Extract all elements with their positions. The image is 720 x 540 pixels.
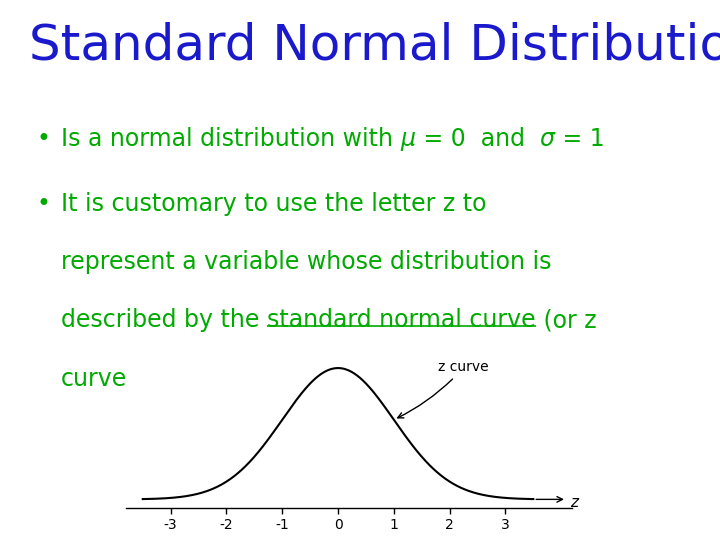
Text: Standard Normal Distribution: Standard Normal Distribution bbox=[29, 22, 720, 70]
Text: (or z: (or z bbox=[536, 308, 596, 332]
Text: It is customary to use the letter z to: It is customary to use the letter z to bbox=[61, 192, 487, 215]
Text: z: z bbox=[570, 495, 577, 510]
Text: curve).: curve). bbox=[61, 367, 144, 390]
Text: μ: μ bbox=[401, 127, 415, 151]
Text: represent a variable whose distribution is: represent a variable whose distribution … bbox=[61, 250, 552, 274]
Text: = 1: = 1 bbox=[554, 127, 604, 151]
Text: Is a normal distribution with: Is a normal distribution with bbox=[61, 127, 401, 151]
Text: described by the: described by the bbox=[61, 308, 267, 332]
Text: •: • bbox=[36, 192, 50, 215]
Text: σ: σ bbox=[540, 127, 554, 151]
Text: z curve: z curve bbox=[397, 360, 489, 418]
Text: •: • bbox=[36, 127, 50, 151]
Text: = 0  and: = 0 and bbox=[415, 127, 540, 151]
Text: standard normal curve: standard normal curve bbox=[267, 308, 536, 332]
